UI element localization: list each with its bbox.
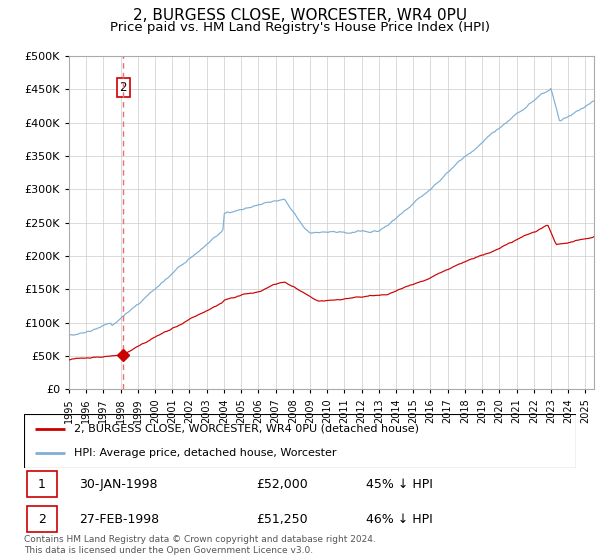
Text: 27-FEB-1998: 27-FEB-1998 [79, 513, 160, 526]
Text: 2, BURGESS CLOSE, WORCESTER, WR4 0PU (detached house): 2, BURGESS CLOSE, WORCESTER, WR4 0PU (de… [74, 424, 419, 434]
Text: Price paid vs. HM Land Registry's House Price Index (HPI): Price paid vs. HM Land Registry's House … [110, 21, 490, 34]
Text: 2: 2 [38, 513, 46, 526]
Text: £51,250: £51,250 [256, 513, 307, 526]
Text: 45% ↓ HPI: 45% ↓ HPI [366, 478, 433, 491]
Text: 1: 1 [38, 478, 46, 491]
Text: £52,000: £52,000 [256, 478, 308, 491]
Text: 2: 2 [119, 81, 127, 94]
Text: 46% ↓ HPI: 46% ↓ HPI [366, 513, 433, 526]
Text: Contains HM Land Registry data © Crown copyright and database right 2024.
This d: Contains HM Land Registry data © Crown c… [24, 535, 376, 555]
Text: HPI: Average price, detached house, Worcester: HPI: Average price, detached house, Worc… [74, 448, 336, 458]
Text: 2, BURGESS CLOSE, WORCESTER, WR4 0PU: 2, BURGESS CLOSE, WORCESTER, WR4 0PU [133, 8, 467, 24]
Text: 30-JAN-1998: 30-JAN-1998 [79, 478, 158, 491]
